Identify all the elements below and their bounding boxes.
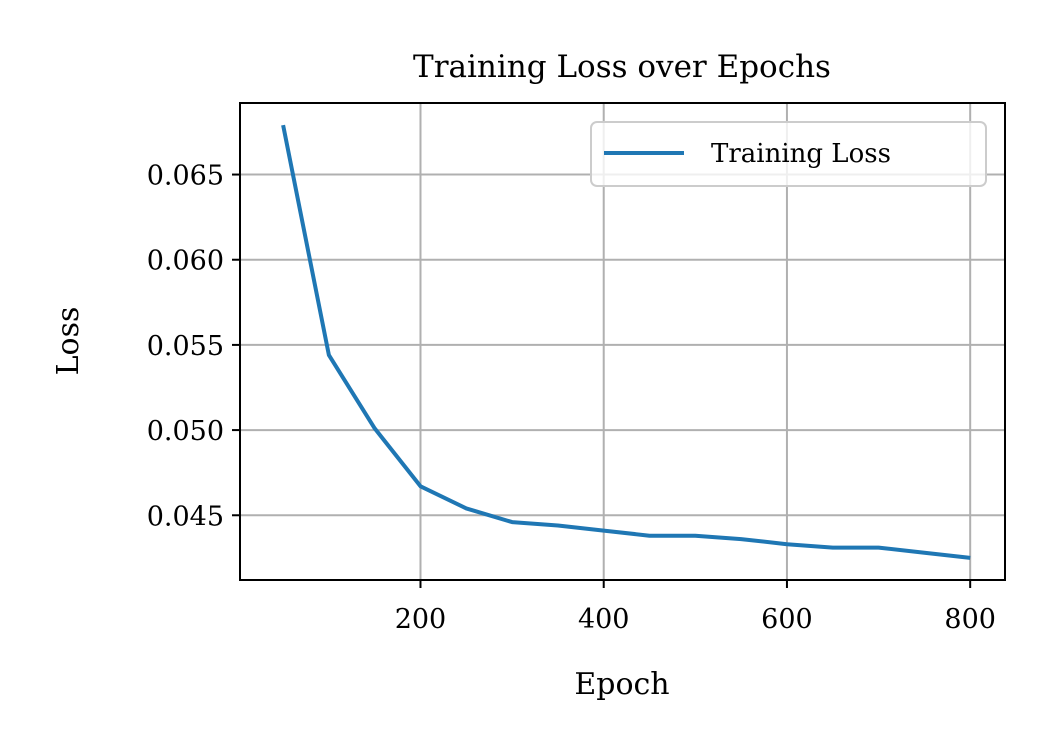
x-tick-label: 400 xyxy=(578,604,630,635)
y-tick-label: 0.050 xyxy=(147,416,224,447)
series-line xyxy=(281,124,971,560)
y-tick-label: 0.065 xyxy=(147,161,224,192)
legend: Training Loss xyxy=(590,121,987,187)
chart-title: Training Loss over Epochs xyxy=(413,49,831,85)
y-tick-label: 0.060 xyxy=(147,246,224,277)
x-tick-label: 200 xyxy=(395,604,447,635)
legend-label: Training Loss xyxy=(711,139,891,169)
x-tick-label: 600 xyxy=(761,604,813,635)
y-tick-label: 0.045 xyxy=(147,501,224,532)
plot-frame xyxy=(239,102,1006,581)
x-axis: 200 400 600 800 xyxy=(395,580,996,635)
x-axis-label: Epoch xyxy=(574,667,669,702)
series-lines xyxy=(281,124,971,560)
y-axis: 0.045 0.050 0.055 0.060 0.065 xyxy=(147,161,240,532)
y-tick-label: 0.055 xyxy=(147,331,224,362)
x-tick-label: 800 xyxy=(944,604,996,635)
legend-box xyxy=(590,121,987,187)
y-axis-label: Loss xyxy=(51,307,86,376)
